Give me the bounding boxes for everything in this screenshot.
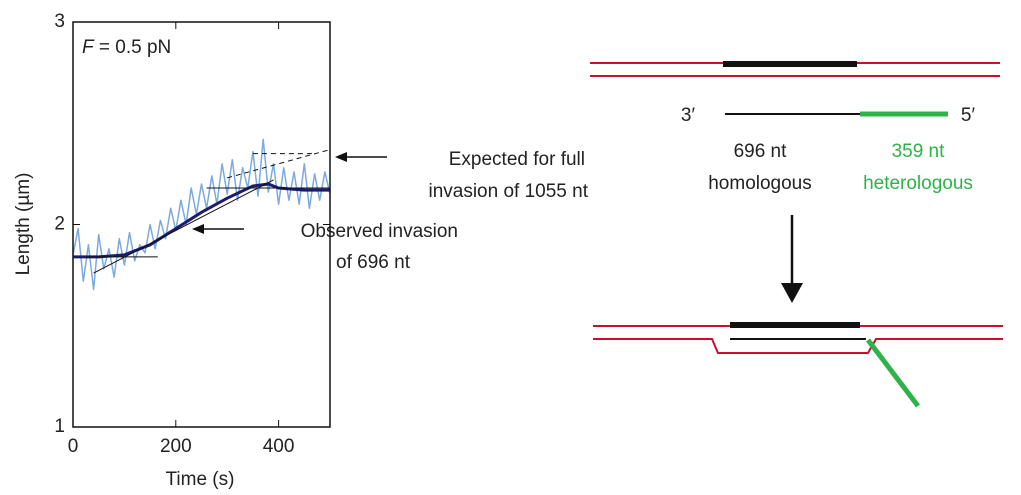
annotation: invasion of 1055 nt — [428, 181, 588, 202]
y-axis-label: Length (µm) — [13, 173, 34, 276]
force-value: = 0.5 pN — [99, 37, 171, 58]
page: {"chart_data": {"type": "line", "force_l… — [0, 0, 1021, 495]
x-tick-label: 200 — [160, 436, 192, 457]
end-label: 3′ — [681, 105, 696, 126]
annotation-arrow-head — [192, 224, 204, 234]
annotation-arrow-head — [335, 152, 347, 162]
figure: 3′ 5′ 696 nt homologous 359 nt heterolog… — [0, 0, 1021, 495]
x-tick-label: 400 — [263, 436, 295, 457]
annotation: of 696 nt — [336, 252, 411, 273]
data-line — [73, 184, 330, 257]
plot-frame — [73, 22, 330, 427]
y-tick-label: 1 — [54, 416, 65, 437]
force-symbol: F — [82, 37, 95, 58]
data-line — [94, 180, 274, 273]
region-label: homologous — [708, 173, 812, 194]
y-tick-label: 3 — [54, 11, 65, 32]
arrow-head — [781, 283, 803, 303]
plot: 0 200 400 1 2 3 — [54, 11, 330, 457]
heterologous-tail — [868, 340, 918, 406]
length-label: 696 nt — [734, 141, 788, 162]
force-label: F = 0.5 pN — [82, 37, 171, 58]
x-axis-label: Time (s) — [166, 469, 235, 490]
y-tick-label: 2 — [54, 214, 65, 235]
length-label: 359 nt — [892, 141, 946, 162]
displaced-strand — [593, 339, 1003, 353]
data-line — [73, 139, 330, 289]
end-label: 5′ — [961, 105, 976, 126]
diagram: 3′ 5′ 696 nt homologous 359 nt heterolog… — [590, 63, 1003, 406]
annotation: Expected for full — [449, 149, 585, 170]
x-tick-label: 0 — [68, 436, 79, 457]
region-label: heterologous — [863, 173, 973, 194]
